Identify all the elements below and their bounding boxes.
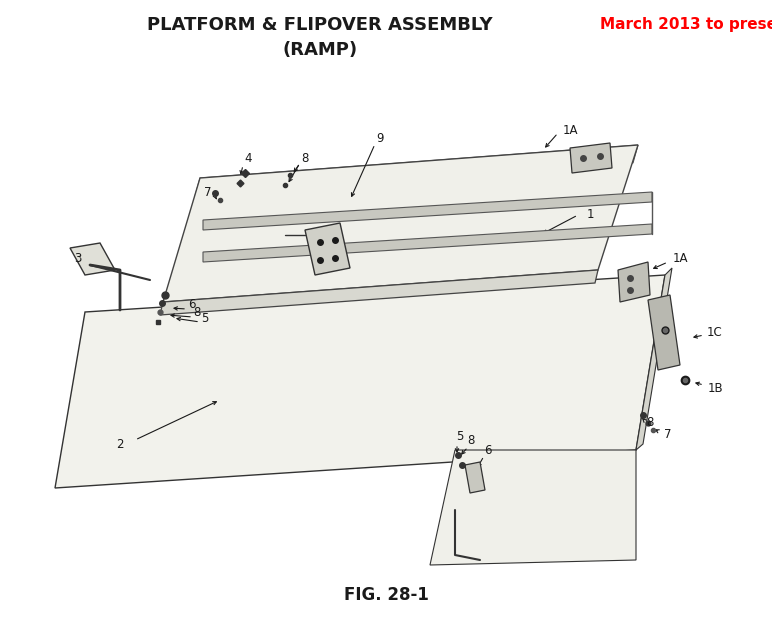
Polygon shape <box>636 268 672 450</box>
Text: 6: 6 <box>188 299 196 311</box>
Ellipse shape <box>160 240 640 420</box>
Text: INC.: INC. <box>450 315 472 325</box>
Polygon shape <box>570 143 612 173</box>
Text: 5: 5 <box>456 430 464 443</box>
Text: 8: 8 <box>301 152 309 165</box>
Text: 6: 6 <box>484 443 492 457</box>
Polygon shape <box>648 295 680 370</box>
Text: 4: 4 <box>244 152 252 165</box>
Text: 1B: 1B <box>707 382 723 394</box>
Polygon shape <box>160 270 598 315</box>
Text: 2: 2 <box>117 438 124 452</box>
Text: 3: 3 <box>74 252 82 265</box>
Text: 8: 8 <box>193 306 201 318</box>
Polygon shape <box>430 450 636 565</box>
Polygon shape <box>305 223 350 275</box>
Text: 9: 9 <box>376 131 384 145</box>
Text: PLATFORM & FLIPOVER ASSEMBLY: PLATFORM & FLIPOVER ASSEMBLY <box>147 16 493 34</box>
Text: 8: 8 <box>467 433 475 447</box>
Text: (RAMP): (RAMP) <box>283 41 357 59</box>
Polygon shape <box>203 224 652 262</box>
Text: 8: 8 <box>646 416 654 428</box>
Text: 5: 5 <box>201 311 208 325</box>
Polygon shape <box>203 192 652 230</box>
Text: 1A: 1A <box>672 252 688 265</box>
Text: March 2013 to present: March 2013 to present <box>600 18 772 33</box>
Text: 1: 1 <box>586 208 594 221</box>
Text: SPECIALISTS: SPECIALISTS <box>266 341 474 369</box>
Text: 7: 7 <box>664 428 672 442</box>
Text: FIG. 28-1: FIG. 28-1 <box>344 586 428 604</box>
Polygon shape <box>465 462 485 493</box>
Polygon shape <box>618 262 650 302</box>
Polygon shape <box>163 145 638 302</box>
Polygon shape <box>195 145 638 196</box>
Polygon shape <box>55 275 665 488</box>
Text: 1A: 1A <box>562 123 577 136</box>
Text: EQUIPMENT: EQUIPMENT <box>249 295 490 329</box>
Text: 7: 7 <box>205 186 212 199</box>
Polygon shape <box>70 243 115 275</box>
Text: 1C: 1C <box>707 325 723 338</box>
